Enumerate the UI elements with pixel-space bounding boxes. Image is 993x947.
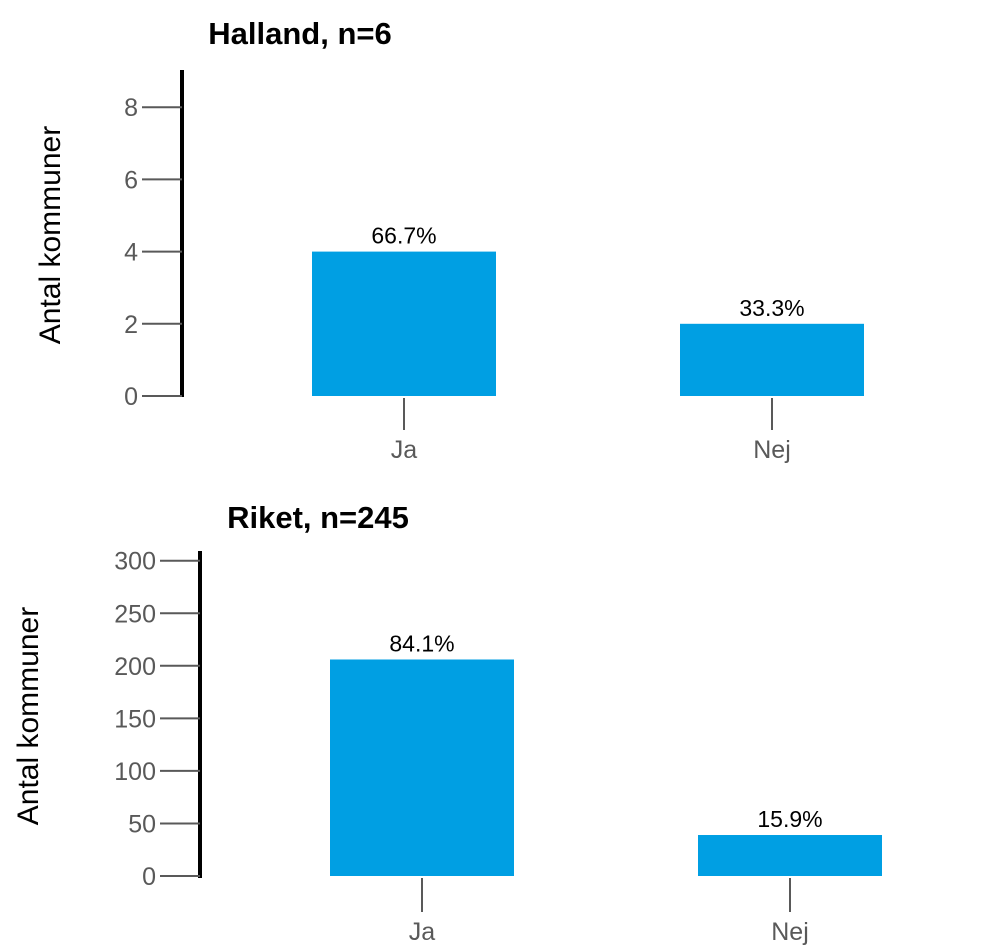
chart-title: Halland, n=6 [208, 16, 391, 51]
y-tick-label: 150 [114, 705, 156, 733]
chart-riket: Riket, n=245 Antal kommuner 0 50 100 150 200… [12, 500, 882, 946]
y-axis-label: Antal kommuner [12, 607, 45, 825]
y-tick-label: 200 [114, 653, 156, 681]
y-axis-ticks: 0 50 100 150 200 250 300 [114, 548, 200, 891]
y-tick-label: 0 [124, 383, 138, 411]
bar-nej [680, 323, 864, 396]
y-tick-label: 100 [114, 758, 156, 786]
x-tick-label: Ja [409, 918, 436, 946]
x-tick-label: Nej [753, 436, 791, 464]
y-tick-label: 2 [124, 311, 138, 339]
y-axis-label: Antal kommuner [34, 126, 67, 344]
y-tick-label: 4 [124, 239, 138, 267]
bars: 66.7% 33.3% [312, 223, 864, 396]
y-axis-ticks: 0 2 4 6 8 [124, 94, 182, 411]
bar-nej [698, 835, 882, 876]
chart-halland: Halland, n=6 Antal kommuner 0 2 4 6 8 66.7% 3… [34, 16, 864, 464]
x-tick-label: Ja [391, 436, 418, 464]
y-tick-label: 250 [114, 600, 156, 628]
y-tick-label: 50 [128, 810, 156, 838]
y-tick-label: 300 [114, 548, 156, 576]
bar-data-label: 84.1% [389, 630, 454, 656]
y-tick-label: 0 [142, 863, 156, 891]
bar-ja [312, 251, 496, 396]
y-tick-label: 6 [124, 166, 138, 194]
x-axis-ticks: Ja Nej [391, 398, 791, 464]
bar-data-label: 15.9% [757, 806, 822, 832]
bar-data-label: 33.3% [739, 295, 804, 321]
bar-ja [330, 659, 514, 876]
chart-title: Riket, n=245 [227, 500, 409, 535]
x-axis-ticks: Ja Nej [409, 878, 809, 946]
bars: 84.1% 15.9% [330, 630, 882, 876]
bar-data-label: 66.7% [371, 223, 436, 249]
y-tick-label: 8 [124, 94, 138, 122]
x-tick-label: Nej [771, 918, 809, 946]
